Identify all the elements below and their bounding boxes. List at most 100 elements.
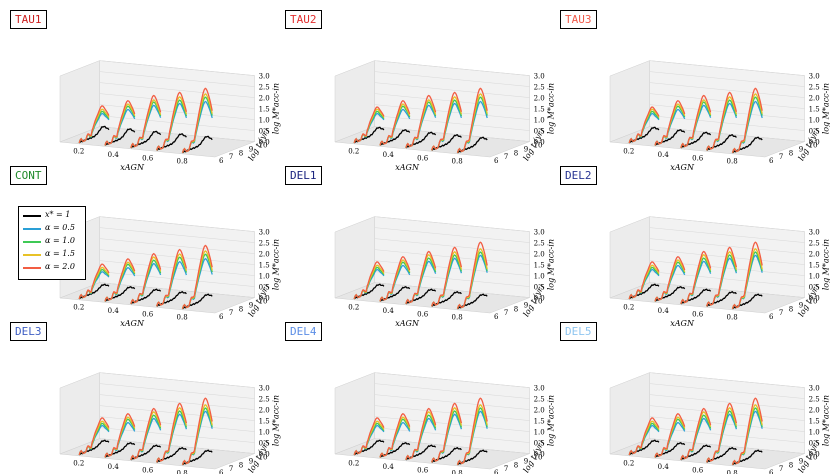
y-tick-label: 8 [239,305,243,313]
z-tick-label: 1.0 [259,429,270,437]
x-axis-label: xAGN [670,319,695,328]
panel-tag: DEL5 [560,322,597,341]
y-tick-label: 7 [504,309,508,317]
legend-item: α = 2.0 [23,262,85,274]
y-tick-label: 9 [249,301,253,309]
grid-line [374,438,530,454]
chart-panel-del2: 0.2 0.4 0.6 0.8 6 7 8 9 10 0.0 0.5 1.0 1.5 2.0 2.5 3.0 x… [550,160,830,328]
series-line-x-1 [405,444,437,461]
series-line--2-0 [731,87,763,154]
legend-label: α = 2.0 [45,262,75,271]
z-tick-label: 3.0 [809,385,820,393]
series-line--2-0 [78,105,110,144]
z-axis-label: log M*acc-in [547,395,556,446]
series-line--2-0 [353,417,385,456]
z-tick-label: 0.5 [809,440,820,448]
z-tick-label: 3.0 [534,229,545,237]
series-line-x-1 [353,439,385,456]
grid-line [99,383,255,399]
series-line-x-1 [732,136,763,154]
z-tick-label: 1.0 [809,273,820,281]
series-line--2-0 [431,91,463,151]
series-line-x-1 [182,293,213,310]
x-tick-label: 0.2 [348,148,359,156]
y-tick-label: 8 [239,149,243,157]
grid-line [374,282,530,298]
z-axis-label: log M*acc-in [822,83,830,134]
grid-line [649,271,805,287]
legend-swatch [23,254,41,256]
chart-panel-del5: 0.20.40.60.86789100.00.51.01.52.02.53.0x… [550,316,830,474]
legend-item: α = 0.5 [23,223,85,235]
z-tick-label: 2.0 [809,251,820,259]
grid-line [374,394,530,410]
x-tick-label: 0.8 [177,314,188,322]
series-line-x-1 [628,439,660,456]
series-line-x-1 [680,288,712,305]
y-tick-label: 8 [514,305,518,313]
z-tick-label: 1.0 [259,273,270,281]
grid-line [374,82,530,98]
z-tick-label: 1.0 [534,117,545,125]
series-line--2-0 [156,402,188,463]
grid-line [649,60,805,76]
y-tick-label: 7 [779,465,783,473]
y-tick-label: 8 [789,149,793,157]
x-tick-label: 0.2 [73,304,84,312]
grid-line [99,82,255,98]
series-line-x-1 [680,131,712,149]
series-line-x-1 [431,134,462,151]
series-line--2-0 [130,407,162,461]
series-line--2-0 [181,244,213,310]
series-line--2-0 [654,255,686,302]
series-line--2-0 [431,402,463,463]
grid-line [99,126,255,142]
grid-line [649,438,805,454]
series-line-x-1 [654,286,686,302]
z-tick-label: 1.5 [809,106,820,114]
x-tick-label: 0.4 [108,151,120,159]
grid-line [374,216,530,232]
series-line--2-0 [680,250,712,305]
z-tick-label: 0.0 [809,451,820,459]
series-line-x-1 [353,283,385,300]
grid-line [99,394,255,410]
z-tick-label: 3.0 [534,385,545,393]
chart-panel-del3: 0.20.40.60.86789100.00.51.01.52.02.53.0x… [0,316,281,474]
legend-item: x* = 1 [23,210,85,222]
z-tick-label: 0.5 [534,284,545,292]
grid-line [99,427,255,443]
panel-tag: DEL1 [285,166,322,185]
y-tick-label: 10 [809,142,818,150]
series-line--2-0 [156,91,188,151]
y-tick-label: 8 [239,461,243,469]
series-line-x-1 [182,135,213,154]
grid-line [649,82,805,98]
series-line-x-1 [379,129,411,146]
x-tick-label: 0.6 [417,310,429,318]
x-tick-label: 0.4 [383,307,395,315]
series-line--2-0 [456,397,488,466]
x-tick-label: 0.6 [142,466,154,474]
z-tick-label: 3.0 [534,73,545,81]
z-axis-label: log M*acc-in [547,239,556,290]
series-line-x-1 [156,133,187,151]
z-tick-label: 2.5 [534,84,545,92]
grid-line [374,372,530,388]
series-line-x-1 [130,288,162,305]
series-line-x-1 [654,129,686,146]
series-line--2-0 [156,248,188,307]
x-axis-label: xAGN [120,319,145,328]
x-tick-label: 0.6 [142,154,154,162]
y-tick-label: 8 [514,149,518,157]
legend: x* = 1 α = 0.5 α = 1.0 α = 1.5 α = 2.0 [18,206,86,280]
z-tick-label: 2.5 [809,396,820,404]
series-line-x-1 [680,444,712,461]
z-tick-label: 2.5 [259,240,270,248]
series-line--2-0 [706,91,738,151]
series-line--2-0 [181,397,213,466]
